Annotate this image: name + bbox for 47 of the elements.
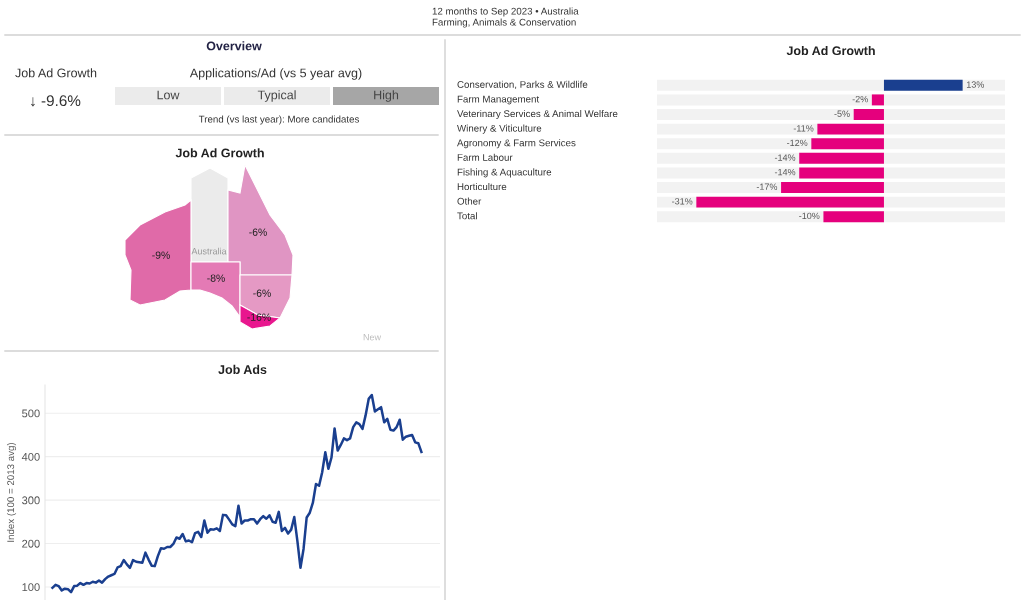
data-label: -14% bbox=[774, 168, 796, 176]
y-tick-label: Farm Management bbox=[457, 95, 540, 105]
y-axis-title: Index (100 = 2013 avg) bbox=[6, 442, 17, 542]
y-tick-label: Winery & Viticulture bbox=[457, 124, 542, 134]
data-label: -6% bbox=[253, 289, 271, 297]
text: New bbox=[363, 334, 382, 341]
y-tick-label: Total bbox=[457, 212, 477, 220]
y-tick-label: Conservation, Parks & Wildlife bbox=[457, 80, 588, 90]
category-label: High bbox=[374, 90, 399, 102]
data-label: -17% bbox=[756, 183, 778, 190]
chart-title: Job Ad Growth bbox=[786, 45, 875, 56]
y-tick-label: Veterinary Services & Animal Welfare bbox=[457, 109, 618, 120]
y-tick-label: Horticulture bbox=[457, 182, 507, 191]
category-label: Typical bbox=[257, 90, 296, 102]
data-label: 13% bbox=[966, 81, 985, 88]
data-label: -14% bbox=[774, 154, 796, 161]
text: Job Ad Growth bbox=[15, 68, 97, 78]
data-label: -11% bbox=[793, 125, 814, 132]
data-label: -31% bbox=[672, 198, 693, 205]
text: Applications/Ad (vs 5 year avg) bbox=[189, 68, 362, 80]
data-label: -16% bbox=[247, 313, 271, 321]
data-label: -2% bbox=[852, 95, 868, 103]
y-tick-label: 200 bbox=[22, 539, 40, 548]
chart-title: Job Ads bbox=[218, 364, 267, 375]
category-label: Low bbox=[157, 90, 180, 100]
text: Farming, Animals & Conservation bbox=[432, 18, 576, 28]
text: Trend (vs last year): More candidates bbox=[198, 115, 359, 125]
text: Overview bbox=[206, 41, 262, 51]
text: ↓ -9.6% bbox=[31, 95, 81, 107]
y-tick-label: Agronomy & Farm Services bbox=[457, 139, 576, 149]
y-tick-label: Farm Labour bbox=[457, 153, 513, 161]
data-label: -9% bbox=[152, 251, 170, 259]
y-tick-label: Other bbox=[457, 197, 482, 205]
text: Australia bbox=[191, 247, 227, 255]
text: 12 months to Sep 2023 • Australia bbox=[432, 7, 579, 17]
data-label: -8% bbox=[207, 274, 225, 282]
y-tick-label: Fishing & Aquaculture bbox=[457, 168, 552, 178]
data-label: -10% bbox=[799, 212, 820, 220]
y-tick-label: 300 bbox=[22, 496, 40, 505]
line-series bbox=[51, 393, 423, 594]
y-tick-label: 500 bbox=[22, 409, 40, 418]
data-label: -5% bbox=[834, 110, 850, 117]
y-tick-label: 100 bbox=[22, 583, 40, 592]
data-label: -12% bbox=[787, 139, 808, 147]
text: Job Ad Growth bbox=[175, 148, 264, 158]
y-tick-label: 400 bbox=[21, 452, 40, 461]
data-label: -6% bbox=[249, 228, 267, 236]
